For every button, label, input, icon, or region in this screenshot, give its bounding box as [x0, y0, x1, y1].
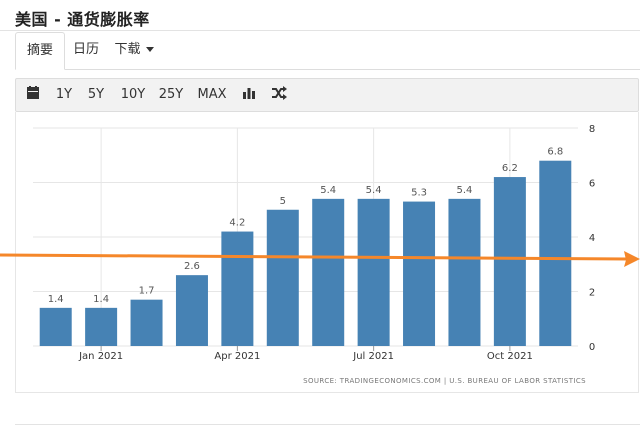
data-label: 6.2 — [502, 163, 518, 174]
bar — [539, 160, 572, 346]
tab-download[interactable]: 下载 — [109, 32, 159, 68]
bar — [39, 307, 72, 346]
x-tick-label: Apr 2021 — [214, 351, 260, 362]
data-label: 5.3 — [411, 188, 427, 199]
bar — [357, 198, 390, 346]
tab-summary[interactable]: 摘要 — [15, 32, 65, 70]
data-label: 4.2 — [229, 218, 245, 229]
x-tick-label: Oct 2021 — [487, 351, 533, 362]
range-10y-button[interactable]: 10Y — [120, 87, 146, 102]
tab-bar: 摘要 日历 下载 — [15, 32, 640, 70]
title-divider — [0, 30, 640, 31]
data-label: 1.7 — [139, 286, 155, 297]
bar — [493, 177, 526, 346]
tab-calendar[interactable]: 日历 — [72, 42, 99, 57]
y-tick-label: 6 — [589, 179, 595, 190]
bar — [403, 201, 436, 346]
y-tick-label: 0 — [589, 342, 595, 353]
range-5y-button[interactable]: 5Y — [87, 87, 105, 102]
bar — [266, 209, 299, 346]
y-tick-label: 2 — [589, 288, 595, 299]
range-1y-button[interactable]: 1Y — [55, 87, 73, 102]
chart-frame — [15, 112, 639, 393]
bottom-divider — [15, 424, 640, 425]
data-label: 5 — [280, 196, 286, 207]
bar-chart-icon[interactable] — [238, 79, 260, 111]
data-label: 5.4 — [457, 185, 473, 196]
bar — [221, 231, 254, 346]
x-tick-label: Jul 2021 — [352, 351, 394, 362]
caret-down-icon — [145, 47, 154, 52]
y-tick-label: 8 — [589, 124, 595, 135]
range-max-button[interactable]: MAX — [197, 87, 227, 102]
shuffle-icon[interactable] — [268, 79, 290, 111]
data-label: 1.4 — [93, 294, 109, 305]
chart-source: SOURCE: TRADINGECONOMICS.COM | U.S. BURE… — [303, 377, 586, 385]
x-tick-label: Jan 2021 — [78, 351, 123, 362]
data-label: 6.8 — [547, 147, 563, 158]
data-label: 5.4 — [320, 185, 336, 196]
orange-arrow-shaft — [0, 253, 629, 261]
bar — [85, 307, 118, 346]
orange-arrow-head — [624, 251, 640, 267]
bar — [130, 299, 163, 346]
chart-toolbar: 1Y 5Y 10Y 25Y MAX — [15, 78, 639, 112]
data-label: 1.4 — [48, 294, 64, 305]
data-label: 5.4 — [366, 185, 382, 196]
data-label: 2.6 — [184, 261, 200, 272]
bar — [312, 198, 345, 346]
bar — [448, 198, 481, 346]
range-25y-button[interactable]: 25Y — [158, 87, 184, 102]
y-tick-label: 4 — [589, 233, 595, 244]
tab-download-label: 下载 — [114, 42, 141, 57]
page-title: 美国 - 通货膨胀率 — [15, 10, 150, 29]
bar — [175, 275, 208, 346]
calendar-icon[interactable] — [22, 79, 44, 111]
